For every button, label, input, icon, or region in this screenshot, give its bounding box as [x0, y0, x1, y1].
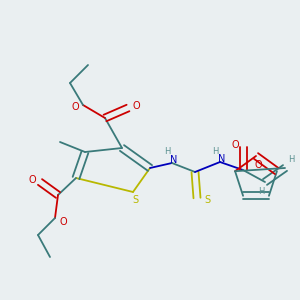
Text: H: H — [212, 146, 218, 155]
Text: O: O — [59, 217, 67, 227]
Text: O: O — [71, 102, 79, 112]
Text: O: O — [28, 175, 36, 185]
Text: H: H — [258, 188, 264, 196]
Text: N: N — [170, 155, 178, 165]
Text: O: O — [132, 101, 140, 111]
Text: S: S — [204, 195, 210, 205]
Text: O: O — [254, 160, 262, 170]
Text: H: H — [288, 155, 294, 164]
Text: N: N — [218, 154, 226, 164]
Text: O: O — [231, 140, 239, 150]
Text: S: S — [132, 195, 138, 205]
Text: H: H — [164, 148, 170, 157]
